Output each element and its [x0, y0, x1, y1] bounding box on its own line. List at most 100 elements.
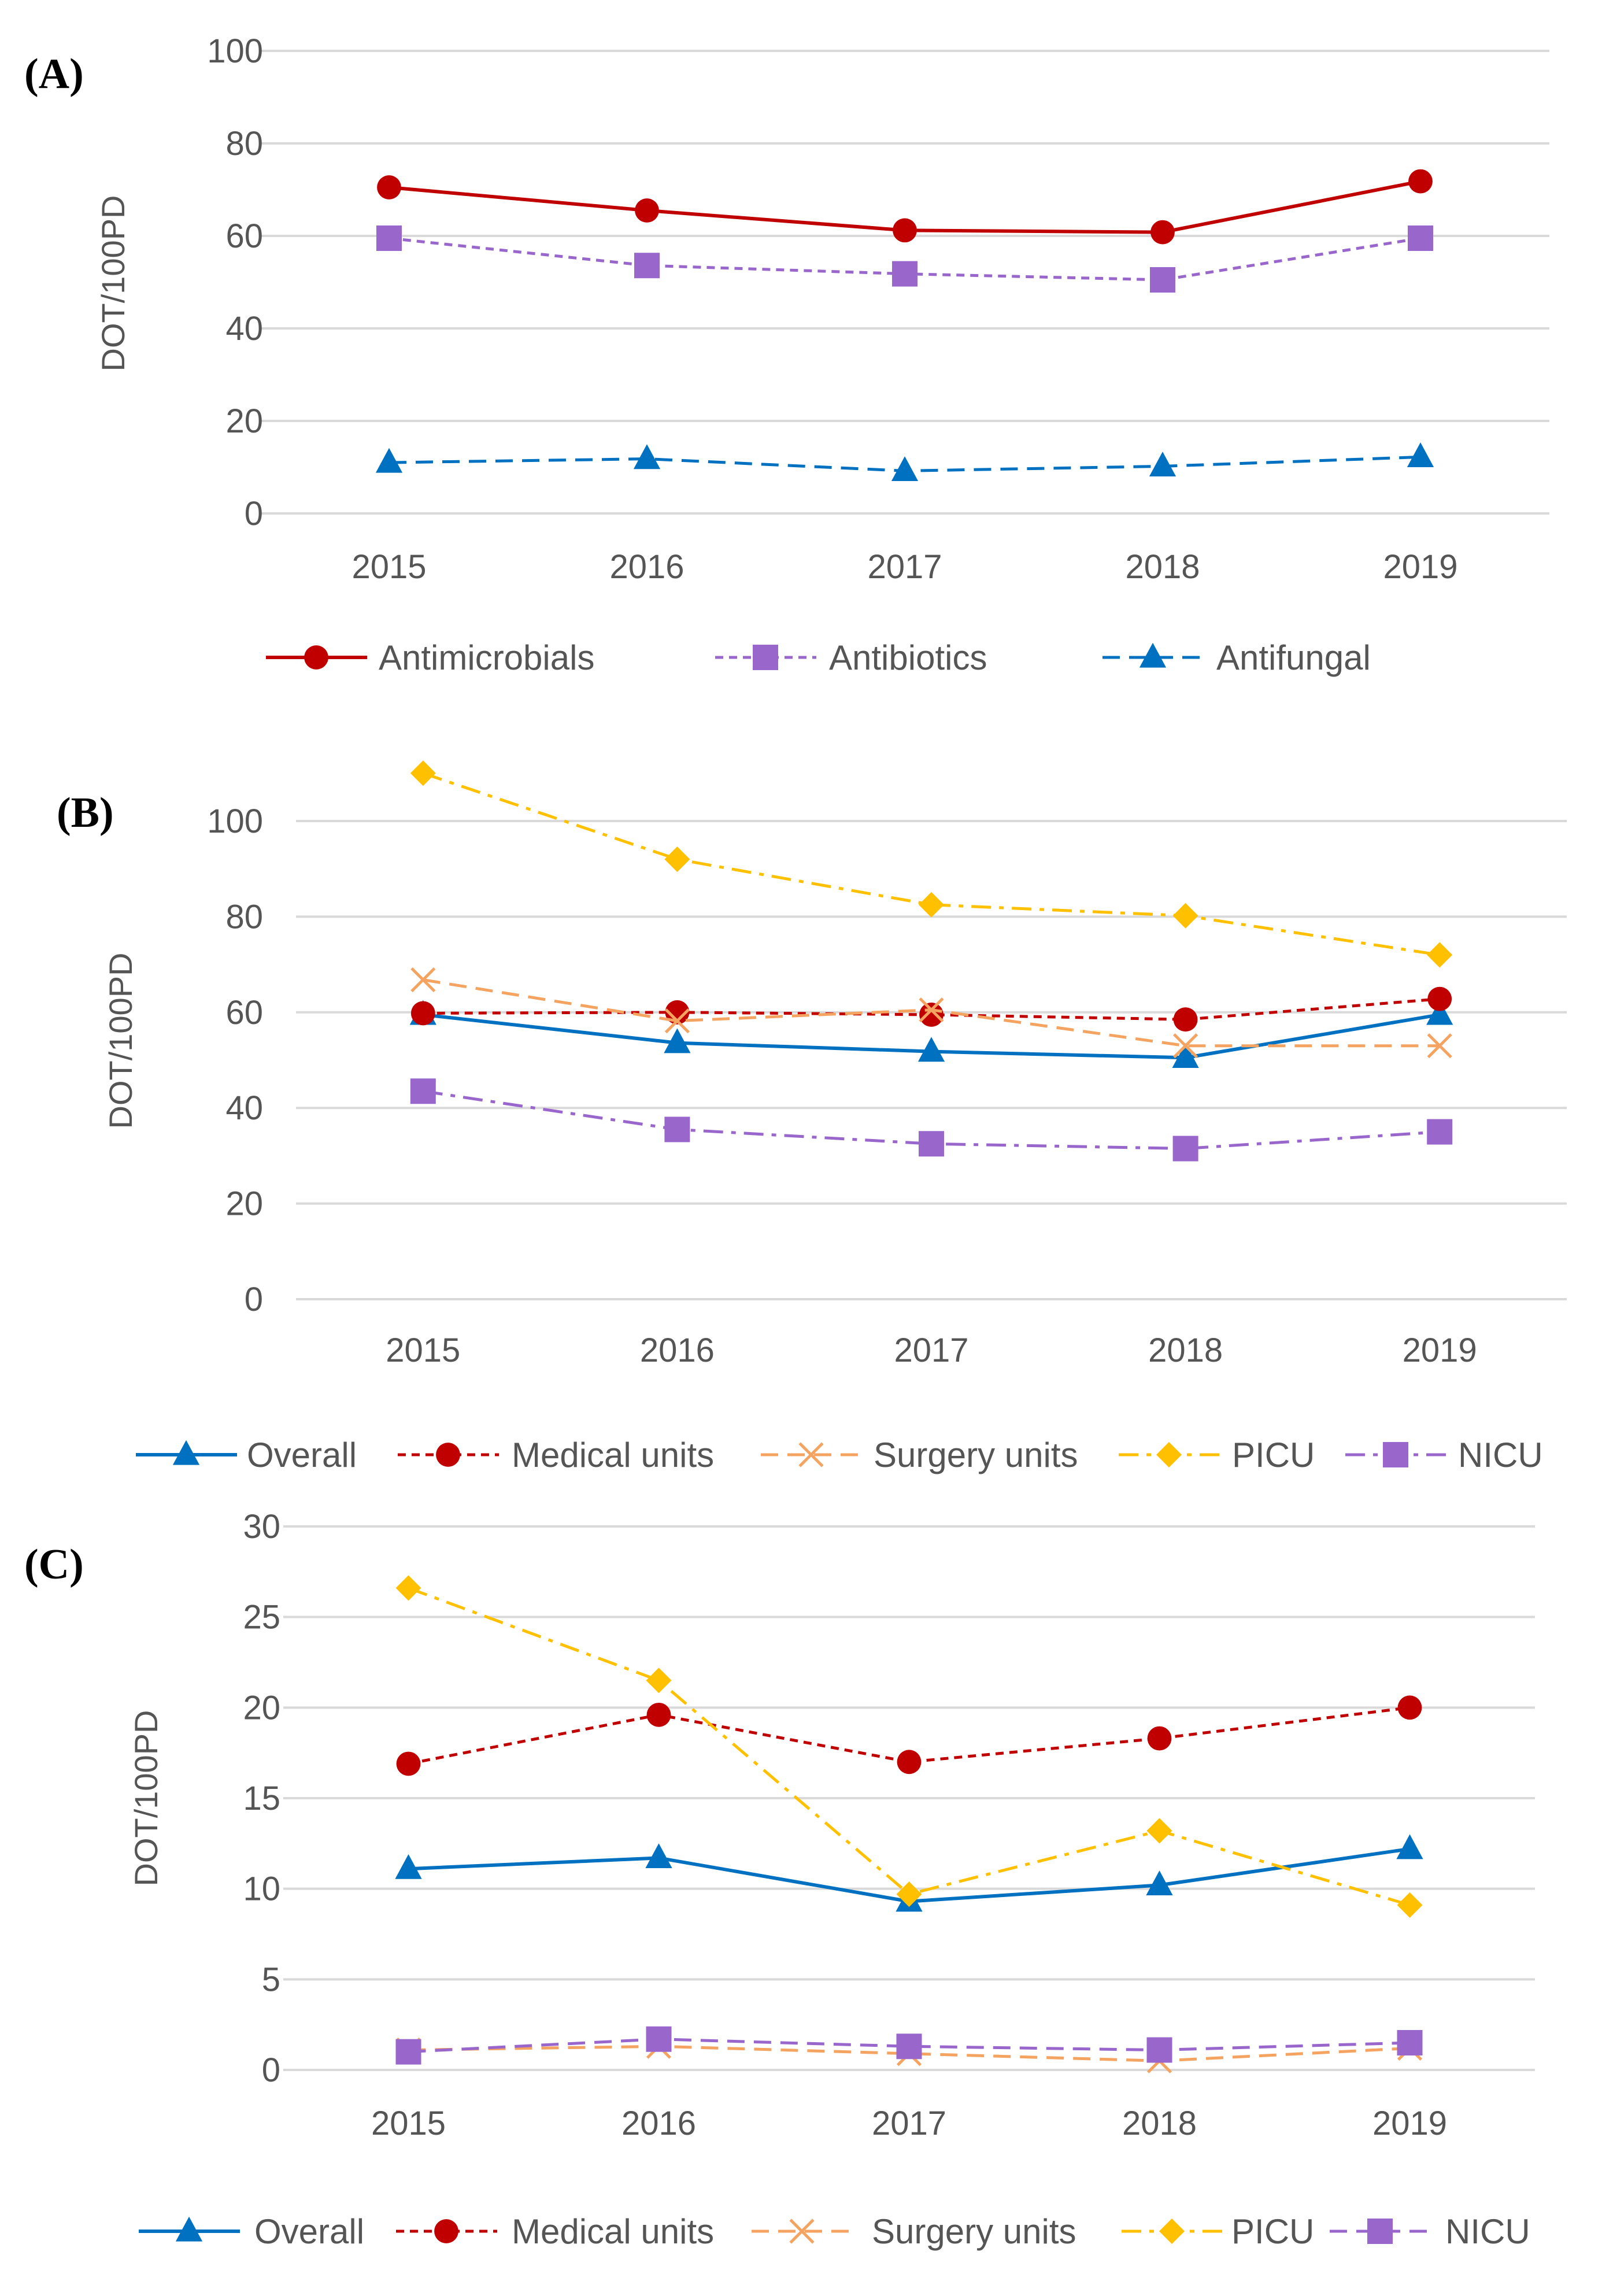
panel-b-picu-line	[422, 771, 1440, 957]
panel-c-medical-units-point	[1397, 1695, 1422, 1720]
panel-a-y-tick-label: 100	[207, 32, 263, 70]
panel-a-antifungal-point	[1407, 442, 1434, 467]
panel-c-legend: Overall Medical units Surgery units PICU NIC…	[139, 2212, 1530, 2251]
panel-c-picu-line	[408, 1587, 1411, 1907]
panel-a-series-antifungal	[375, 442, 1434, 481]
panel-b-picu-point	[1427, 942, 1453, 968]
legend-surgery-units-label: Surgery units	[874, 1436, 1078, 1474]
panel-b-medical-units-point	[410, 1001, 435, 1026]
legend-nicu-marker	[1367, 2219, 1393, 2244]
panel-b-nicu-point	[1427, 1119, 1453, 1145]
panel-b-y-tick-label: 100	[207, 803, 263, 840]
panel-b-surgery-units-point	[410, 967, 436, 993]
panel-b-overall-point	[1172, 1043, 1199, 1068]
panel-a-antifungal-point	[633, 444, 661, 469]
legend-nicu-marker	[1383, 1442, 1408, 1467]
panel-b-y-tick-label: 0	[245, 1281, 263, 1318]
panel-c-y-tick-label: 5	[262, 1961, 280, 1998]
panel-b-nicu-point	[919, 1131, 944, 1157]
panel-a-series-antibiotics	[376, 225, 1433, 293]
panel-c-medical-units-point	[396, 1751, 421, 1776]
panel-b-surgery-units-point	[1427, 1033, 1452, 1059]
panel-c-picu-point	[395, 1575, 421, 1601]
legend-picu-label: PICU	[1231, 2212, 1314, 2251]
panel-b-medical-units-point	[665, 1000, 690, 1025]
panel-c-picu-point	[1146, 1818, 1172, 1844]
panel-a-antibiotics-point	[376, 225, 402, 251]
legend-overall-label: Overall	[254, 2212, 364, 2251]
panel-c: (C) 0 5 10 15 20 25 30 DOT/100PD 2015 2016 2017 201…	[24, 1508, 1535, 2251]
panel-c-nicu-point	[646, 2026, 672, 2052]
panel-b-picu-point	[919, 892, 944, 918]
panel-a-x-tick-label: 2015	[352, 548, 426, 586]
panel-c-y-tick-label: 15	[243, 1780, 280, 1817]
legend-medical-units-marker	[436, 1443, 460, 1467]
panel-a-antimicrobials-point	[1150, 220, 1175, 245]
legend-nicu-label: NICU	[1458, 1436, 1543, 1474]
panel-c-y-axis-label: DOT/100PD	[128, 1710, 164, 1887]
panel-b-label: (B)	[57, 789, 114, 837]
panel-c-nicu-point	[1397, 2030, 1423, 2055]
panel-c-picu-point	[896, 1881, 922, 1907]
panel-c-nicu-point	[1146, 2037, 1172, 2063]
panel-c-overall-point	[1146, 1870, 1173, 1895]
legend-antimicrobials-marker	[304, 645, 328, 670]
legend-overall-marker	[175, 2216, 203, 2242]
panel-a-x-tick-label: 2019	[1383, 548, 1457, 586]
panel-c-series-nicu	[395, 2026, 1423, 2065]
legend-antibiotics-marker	[753, 645, 778, 670]
panel-c-overall-point	[645, 1843, 672, 1868]
panel-b-medical-units-line	[423, 997, 1440, 1021]
legend-overall-marker	[172, 1440, 200, 1465]
panel-c-series-medical-units	[396, 1695, 1422, 1776]
legend-medical-units-label: Medical units	[512, 2212, 714, 2251]
legend-medical-units-marker	[434, 2219, 458, 2243]
panel-a-antibiotics-point	[892, 261, 917, 287]
panel-c-x-tick-label: 2015	[371, 2105, 446, 2142]
panel-c-picu-point	[1397, 1892, 1423, 1918]
panel-a-legend: Antimicrobials Antibiotics Antifungal	[266, 638, 1371, 677]
panel-c-medical-units-point	[646, 1702, 671, 1727]
legend-antibiotics-label: Antibiotics	[829, 638, 987, 677]
panel-b-overall-point	[1426, 1000, 1453, 1025]
panel-c-nicu-point	[896, 2034, 922, 2060]
panel-c-y-tick-label: 25	[243, 1599, 280, 1636]
panel-c-x-tick-label: 2017	[872, 2105, 946, 2142]
panel-a-antibiotics-point	[1150, 267, 1175, 293]
panel-c-x-tick-label: 2016	[621, 2105, 696, 2142]
panel-b-y-tick-label: 60	[225, 994, 263, 1031]
panel-b: (B) 0 20 40 60 80 100 DOT/100PD 2015 2016 2017 201…	[57, 760, 1567, 1474]
legend-antimicrobials-label: Antimicrobials	[379, 638, 594, 677]
panel-b-nicu-point	[410, 1078, 436, 1104]
panel-a-x-tick-label: 2017	[867, 548, 942, 586]
panel-b-picu-point	[410, 760, 436, 786]
panel-a-antifungal-point	[891, 456, 919, 481]
panel-b-overall-point	[917, 1037, 945, 1062]
panel-c-overall-point	[1396, 1834, 1423, 1859]
panel-a-chart: 0 20 40 60 80 100 DOT/100PD 2015 2016 2017 2018 201…	[95, 32, 1549, 677]
panel-a-antifungal-point	[375, 448, 403, 473]
panel-c-nicu-line	[408, 2038, 1410, 2054]
panel-c-series-picu	[395, 1575, 1423, 1918]
panel-a-y-tick-label: 40	[225, 310, 263, 347]
legend-picu-marker	[1156, 1442, 1182, 1467]
panel-b-overall-point	[664, 1028, 691, 1053]
panel-b-picu-point	[664, 846, 690, 872]
panel-b-medical-units-point	[1173, 1007, 1198, 1032]
panel-c-x-tick-label: 2019	[1372, 2105, 1447, 2142]
panel-a-x-tick-label: 2016	[609, 548, 684, 586]
panel-b-surgery-units-point	[919, 997, 944, 1023]
panel-b-x-tick-label: 2019	[1403, 1332, 1477, 1369]
panel-c-chart: 0 5 10 15 20 25 30 DOT/100PD 2015 2016 2017 2018 201…	[128, 1508, 1535, 2251]
panel-b-surgery-units-point	[1173, 1033, 1198, 1059]
panel-b-x-tick-label: 2015	[386, 1332, 460, 1369]
panel-c-medical-units-point	[897, 1750, 922, 1774]
panel-b-nicu-point	[664, 1116, 690, 1143]
panel-c-label: (C)	[24, 1541, 84, 1588]
panel-b-x-tick-label: 2017	[894, 1332, 968, 1369]
panel-a-y-tick-label: 60	[225, 217, 263, 255]
panel-c-y-tick-label: 20	[243, 1689, 280, 1726]
panel-c-medical-units-line	[408, 1706, 1410, 1765]
panel-b-picu-point	[1172, 903, 1198, 929]
panel-a-label: (A)	[24, 50, 84, 98]
